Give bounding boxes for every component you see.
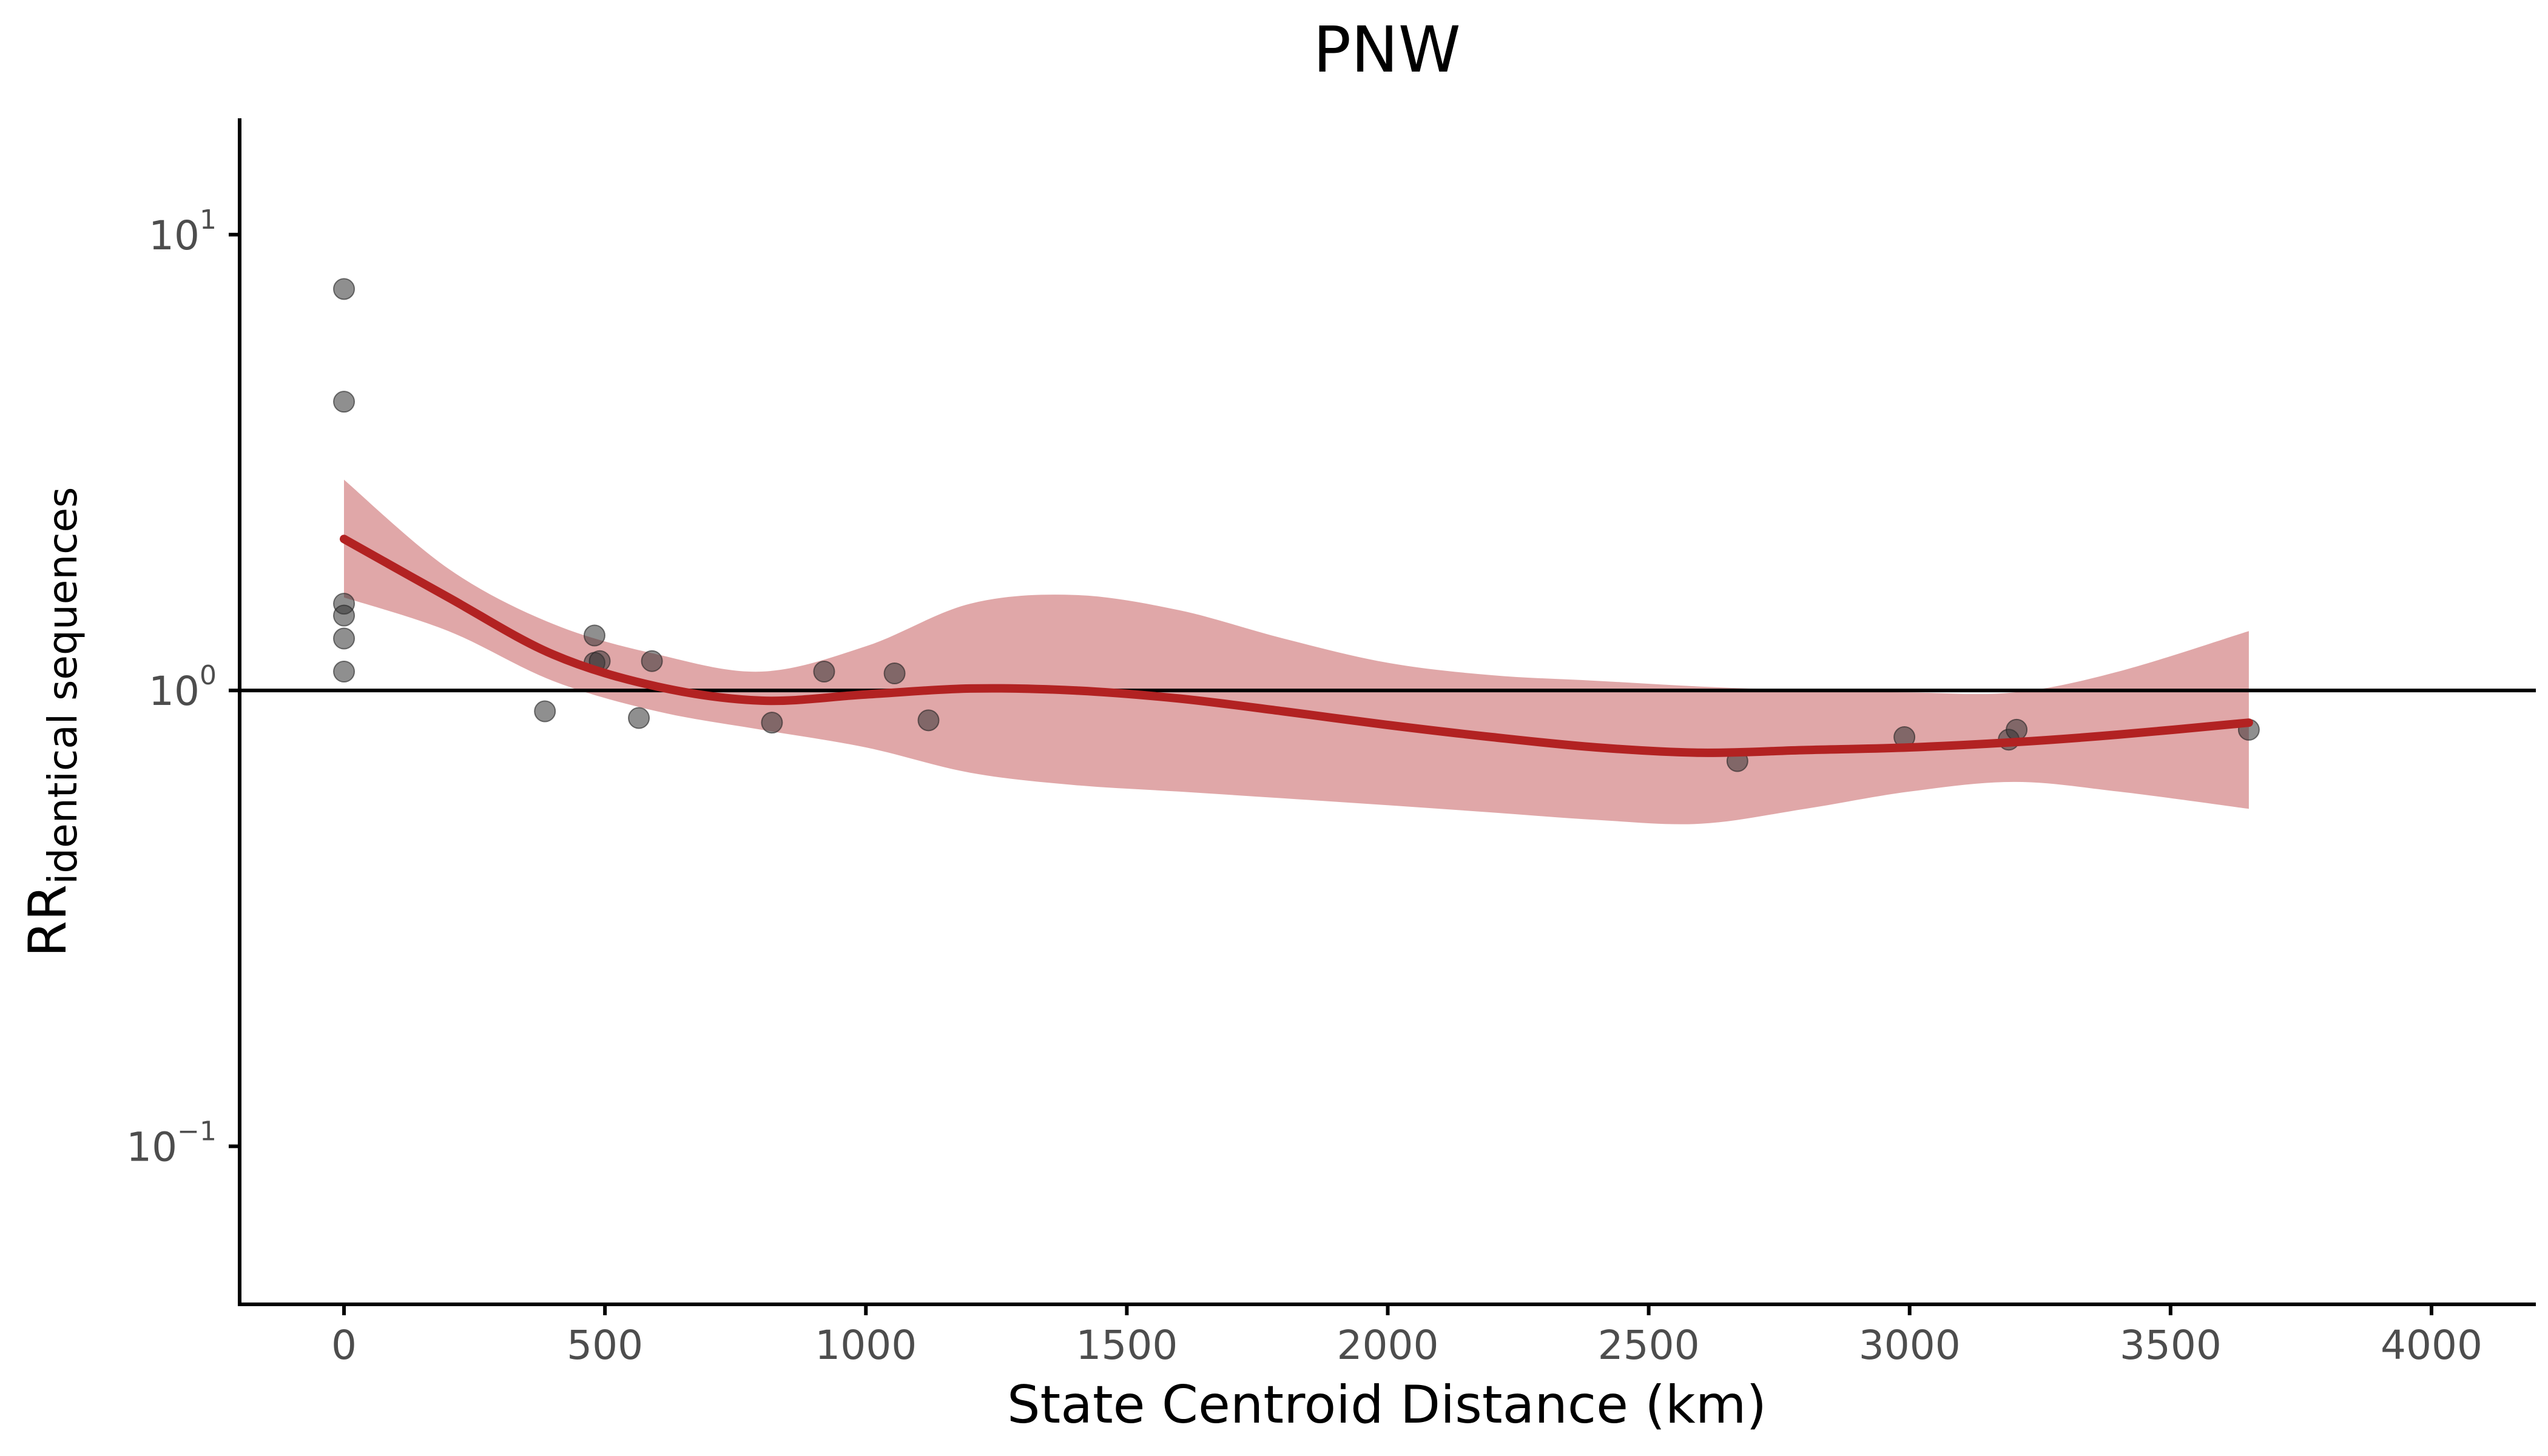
x-tick-label: 2000 <box>1337 1322 1439 1369</box>
y-axis-title: RRidentical sequences <box>18 487 86 957</box>
y-axis-title-subscript: identical sequences <box>39 487 86 885</box>
data-point <box>333 278 356 300</box>
x-tick-label: 1500 <box>1076 1322 1178 1369</box>
data-point <box>333 604 356 627</box>
confidence-band <box>344 479 2249 824</box>
y-axis-ticks: 10−1 100 101 <box>126 204 240 1170</box>
x-tick-label: 2500 <box>1598 1322 1700 1369</box>
data-point <box>883 662 906 685</box>
data-point <box>333 391 356 413</box>
data-point <box>583 624 605 647</box>
fit-line <box>340 534 2253 757</box>
data-points <box>333 278 2260 772</box>
x-axis-ticks: 0 500 1000 1500 2000 2500 3000 3500 4000 <box>331 1304 2482 1369</box>
data-point <box>628 707 650 729</box>
x-tick-label: 3500 <box>2120 1322 2222 1369</box>
x-tick-label: 4000 <box>2381 1322 2482 1369</box>
x-tick-label: 1000 <box>815 1322 917 1369</box>
data-point <box>761 712 783 734</box>
data-point <box>2006 718 2028 741</box>
data-point <box>534 700 556 723</box>
x-tick-label: 3000 <box>1859 1322 1961 1369</box>
x-tick-label: 0 <box>331 1322 357 1369</box>
x-tick-label: 500 <box>567 1322 643 1369</box>
data-point <box>813 661 835 683</box>
data-point <box>333 661 356 683</box>
chart-title: PNW <box>1313 13 1460 87</box>
y-tick-label: 101 <box>149 204 217 259</box>
data-point <box>333 627 356 650</box>
y-axis-title-main: RR <box>18 885 78 957</box>
x-axis-title: State Centroid Distance (km) <box>1007 1375 1767 1435</box>
y-tick-label: 100 <box>149 660 217 715</box>
data-point <box>641 650 663 672</box>
y-tick-label: 10−1 <box>126 1116 217 1170</box>
data-point <box>917 709 940 732</box>
